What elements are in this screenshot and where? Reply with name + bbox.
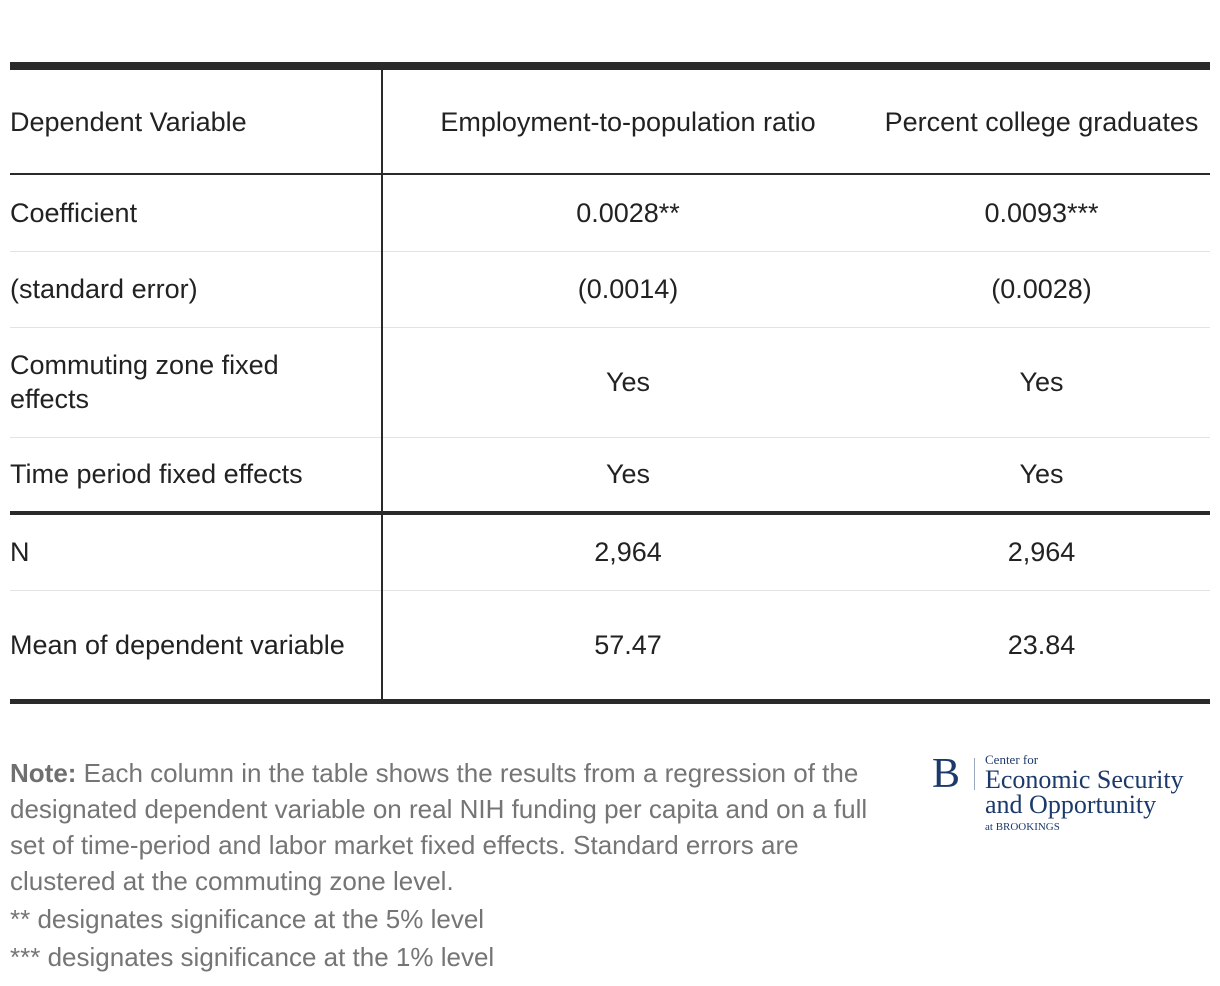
logo-b-mark: B — [932, 751, 961, 797]
table-row: Mean of dependent variable 57.47 23.84 — [10, 590, 1210, 701]
cell-value: 23.84 — [1007, 629, 1076, 660]
row-label: Commuting zone fixed effects — [10, 327, 383, 438]
header-employment-ratio: Employment-to-population ratio — [382, 66, 873, 175]
table-row: Coefficient 0.0028** 0.0093*** — [10, 174, 1210, 252]
logo-and-opportunity: and Opportunity — [985, 790, 1157, 819]
header-dependent-variable: Dependent Variable — [10, 66, 383, 175]
row-label: Time period fixed effects — [10, 437, 383, 515]
cell-value: 0.0093*** — [873, 174, 1210, 252]
row-label: Mean of dependent variable — [10, 590, 383, 701]
cell-value: Yes — [382, 327, 873, 438]
cell-value: (0.0014) — [382, 251, 873, 328]
logo-center-for: Center for — [985, 752, 1039, 767]
table-row: Commuting zone fixed effects Yes Yes — [10, 327, 1210, 438]
significance-note-1: *** designates significance at the 1% le… — [10, 942, 495, 972]
cell-value: 57.47 — [594, 629, 662, 660]
cell-value: 2,964 — [873, 513, 1210, 591]
row-label: Coefficient — [10, 174, 383, 252]
table-notes: Note: Each column in the table shows the… — [10, 755, 890, 975]
significance-note-5: ** designates significance at the 5% lev… — [10, 904, 485, 934]
regression-table-container: Dependent Variable Employment-to-populat… — [10, 62, 1210, 704]
cell-value: Yes — [873, 327, 1210, 438]
regression-table: Dependent Variable Employment-to-populat… — [10, 62, 1210, 704]
cell-value: Yes — [873, 437, 1210, 515]
logo-economic-security: Economic Security — [985, 765, 1184, 794]
table-row: N 2,964 2,964 — [10, 513, 1210, 591]
table-row: Time period fixed effects Yes Yes — [10, 437, 1210, 515]
logo-at-brookings: at BROOKINGS — [985, 821, 1060, 833]
header-college-graduates: Percent college graduates — [873, 66, 1210, 175]
table-row: (standard error) (0.0014) (0.0028) — [10, 251, 1210, 328]
table-header-row: Dependent Variable Employment-to-populat… — [10, 66, 1210, 175]
cell-value: Yes — [382, 437, 873, 515]
cell-value: 2,964 — [382, 513, 873, 591]
note-paragraph: Note: Each column in the table shows the… — [10, 755, 890, 899]
cell-value: (0.0028) — [873, 251, 1210, 328]
note-label: Note: — [10, 758, 77, 788]
logo-divider — [974, 758, 975, 790]
row-label: (standard error) — [10, 251, 383, 328]
brookings-logo: B Center for Economic Security and Oppor… — [932, 752, 1212, 838]
row-label: N — [10, 513, 383, 591]
cell-value: 0.0028** — [382, 174, 873, 252]
note-text: Each column in the table shows the resul… — [10, 758, 868, 896]
